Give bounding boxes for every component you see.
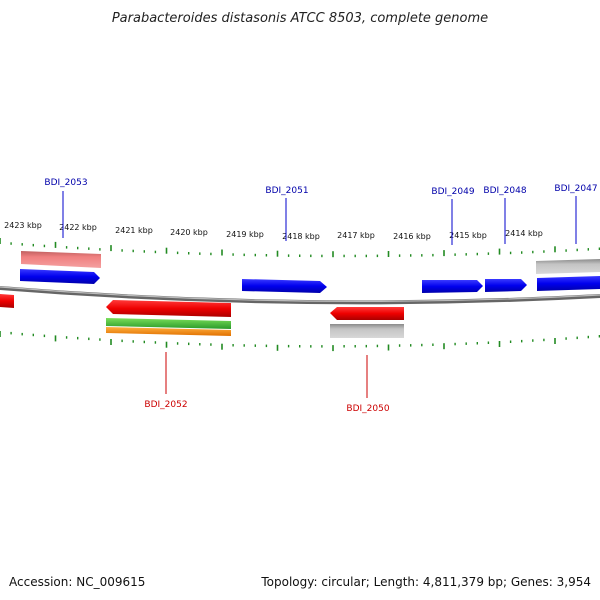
- genome-backbone-highlight: [0, 286, 600, 302]
- gene-arrow-bdi-2047[interactable]: [537, 276, 600, 291]
- gene-label-bdi-2047[interactable]: BDI_2047: [554, 184, 597, 194]
- gene-label-bdi-2048[interactable]: BDI_2048: [483, 186, 526, 196]
- gene-label-bdi-2052[interactable]: BDI_2052: [144, 400, 187, 410]
- gene-arrow-bdi-2051[interactable]: [242, 279, 327, 293]
- map-title: Parabacteroides distasonis ATCC 8503, co…: [112, 11, 488, 26]
- kbp-scale: 2423 kbp 2422 kbp 2421 kbp 2420 kbp 2419…: [4, 221, 543, 241]
- reverse-features: [0, 294, 404, 338]
- gene-arrow-bdi-2050[interactable]: [330, 307, 404, 320]
- kbp-label: 2421 kbp: [115, 226, 153, 235]
- kbp-label: 2419 kbp: [226, 230, 264, 239]
- kbp-label: 2420 kbp: [170, 228, 208, 237]
- gene-label-bdi-2053[interactable]: BDI_2053: [44, 178, 87, 188]
- gene-arrow-bdi-2049[interactable]: [422, 280, 483, 293]
- gene-arrow-partial-reverse[interactable]: [0, 294, 14, 308]
- kbp-label: 2418 kbp: [282, 232, 320, 241]
- gene-label-bdi-2049[interactable]: BDI_2049: [431, 187, 474, 197]
- gene-label-bdi-2050[interactable]: BDI_2050: [346, 404, 389, 414]
- kbp-label: 2423 kbp: [4, 221, 42, 230]
- green-feature-bdi-2052[interactable]: [106, 318, 231, 329]
- orange-feature-bdi-2052[interactable]: [106, 327, 231, 336]
- gene-arrow-bdi-2052[interactable]: [106, 300, 231, 317]
- label-leaders: [62, 191, 577, 398]
- accession-text: Accession: NC_009615: [9, 575, 145, 589]
- gray-feature-bdi-2050[interactable]: [330, 324, 404, 338]
- inner-tick-row: [0, 331, 600, 352]
- gene-arrow-bdi-2053[interactable]: [20, 269, 100, 284]
- kbp-label: 2422 kbp: [59, 223, 97, 232]
- kbp-label: 2414 kbp: [505, 229, 543, 238]
- gene-label-bdi-2051[interactable]: BDI_2051: [265, 186, 308, 196]
- kbp-label: 2417 kbp: [337, 231, 375, 240]
- kbp-label: 2415 kbp: [449, 231, 487, 240]
- kbp-label: 2416 kbp: [393, 232, 431, 241]
- gray-feature-forward[interactable]: [536, 259, 600, 274]
- rna-feature-forward[interactable]: [21, 251, 101, 268]
- outer-tick-row: [0, 238, 600, 258]
- genome-backbone: [0, 286, 600, 305]
- forward-features: [20, 251, 600, 293]
- gene-labels: BDI_2053 BDI_2051 BDI_2049 BDI_2048 BDI_…: [44, 178, 597, 414]
- gene-arrow-bdi-2048[interactable]: [485, 279, 527, 292]
- genome-summary-text: Topology: circular; Length: 4,811,379 bp…: [260, 575, 591, 589]
